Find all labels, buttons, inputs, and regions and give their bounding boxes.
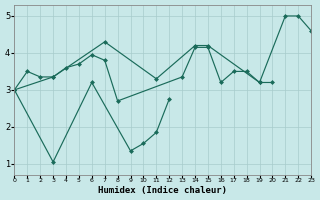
X-axis label: Humidex (Indice chaleur): Humidex (Indice chaleur) (98, 186, 227, 195)
